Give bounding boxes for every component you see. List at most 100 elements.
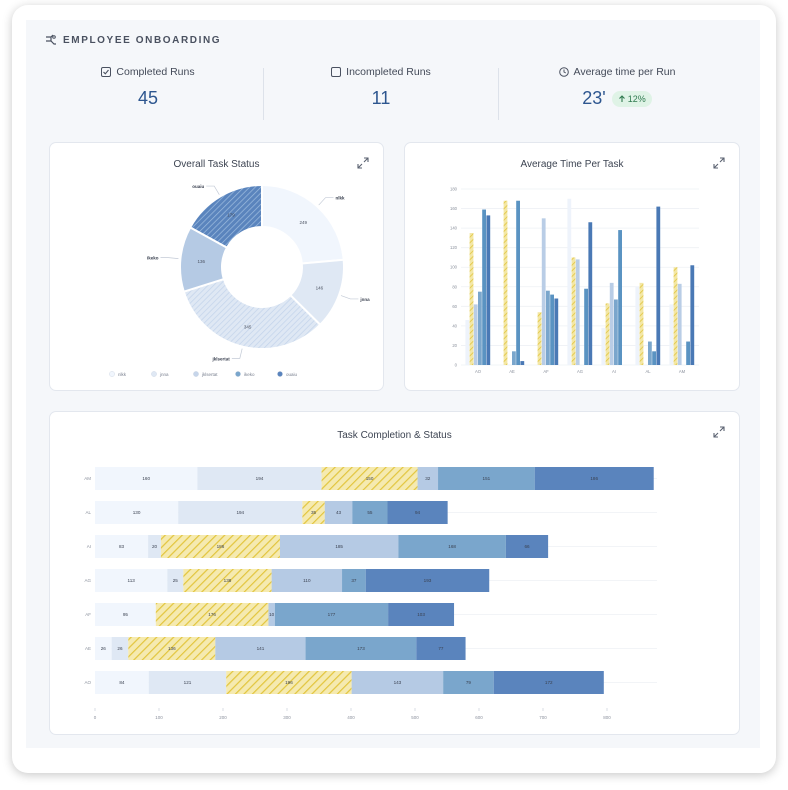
bar-AO-s1[interactable] bbox=[469, 233, 474, 365]
bar-AE-s0[interactable] bbox=[95, 637, 112, 660]
bar-AG-s2[interactable] bbox=[575, 259, 580, 365]
bar-AL-s0[interactable] bbox=[95, 501, 179, 524]
bar-AE-s4[interactable] bbox=[516, 200, 520, 365]
bar-value-label: 95 bbox=[123, 612, 129, 617]
bar-AM-s5[interactable] bbox=[534, 467, 654, 490]
bar-AM-s0[interactable] bbox=[669, 304, 674, 365]
bar-AM-s1[interactable] bbox=[197, 467, 322, 490]
donut-slice-ouaiu[interactable] bbox=[188, 183, 263, 250]
bar-AM-s4[interactable] bbox=[438, 467, 535, 490]
bar-AF-s5[interactable] bbox=[554, 298, 559, 365]
bar-AL-s4[interactable] bbox=[352, 501, 388, 524]
bar-AL-s5[interactable] bbox=[387, 501, 448, 524]
bar-AO-s2[interactable] bbox=[226, 671, 352, 694]
bar-value-label: 94 bbox=[415, 510, 421, 515]
bar-AG-s3[interactable] bbox=[271, 569, 343, 592]
bar-AO-s5[interactable] bbox=[486, 215, 491, 365]
bar-value-label: 26 bbox=[117, 646, 123, 651]
bar-AM-s3[interactable] bbox=[417, 467, 439, 490]
bar-AF-s2[interactable] bbox=[155, 603, 269, 626]
bar-AI-s5[interactable] bbox=[505, 535, 549, 558]
bar-AE-s3[interactable] bbox=[512, 351, 516, 365]
donut-slice-nlkk[interactable] bbox=[261, 183, 345, 265]
bar-AG-s1[interactable] bbox=[571, 257, 576, 365]
bar-AI-s3[interactable] bbox=[614, 299, 618, 365]
bar-AG-s0[interactable] bbox=[95, 569, 168, 592]
bar-AL-s4[interactable] bbox=[652, 351, 656, 365]
bar-AE-s1[interactable] bbox=[111, 637, 129, 660]
bar-AF-s1[interactable] bbox=[537, 312, 542, 365]
bar-AI-s1[interactable] bbox=[148, 535, 161, 558]
bar-AE-s4[interactable] bbox=[305, 637, 417, 660]
bar-AF-s4[interactable] bbox=[274, 603, 389, 626]
stat-label: Incompleted Runs bbox=[346, 66, 431, 78]
bar-AE-s2[interactable] bbox=[128, 637, 216, 660]
bar-AF-s5[interactable] bbox=[388, 603, 455, 626]
bar-AL-s1[interactable] bbox=[639, 282, 644, 365]
bar-value-label: 168 bbox=[448, 544, 456, 549]
expand-icon[interactable] bbox=[357, 157, 369, 169]
bar-value-label: 160 bbox=[142, 476, 150, 481]
bar-AO-s2[interactable] bbox=[473, 304, 478, 365]
bar-AM-s2[interactable] bbox=[677, 283, 682, 365]
stat-value: 11 bbox=[371, 88, 391, 108]
bar-AO-s0[interactable] bbox=[465, 320, 470, 365]
bar-AF-s0[interactable] bbox=[95, 603, 156, 626]
bar-AF-s3[interactable] bbox=[546, 290, 550, 365]
bar-AL-s1[interactable] bbox=[178, 501, 303, 524]
bar-AI-s0[interactable] bbox=[601, 327, 606, 365]
x-tick-label: 100 bbox=[155, 715, 163, 720]
bar-AG-s4[interactable] bbox=[584, 288, 588, 365]
bar-AI-s3[interactable] bbox=[279, 535, 399, 558]
expand-icon[interactable] bbox=[713, 426, 725, 438]
bar-AG-s4[interactable] bbox=[342, 569, 366, 592]
bar-AG-s5[interactable] bbox=[588, 222, 593, 365]
bar-AO-s3[interactable] bbox=[351, 671, 444, 694]
bar-AM-s2[interactable] bbox=[321, 467, 418, 490]
legend-swatch bbox=[277, 371, 283, 377]
bar-AI-s2[interactable] bbox=[160, 535, 280, 558]
bar-AE-s3[interactable] bbox=[215, 637, 306, 660]
bar-AO-s4[interactable] bbox=[482, 209, 486, 365]
bar-AI-s2[interactable] bbox=[609, 282, 614, 365]
bar-value-label: 143 bbox=[394, 680, 402, 685]
bar-AO-s3[interactable] bbox=[478, 291, 482, 365]
bar-AF-s3[interactable] bbox=[268, 603, 275, 626]
donut-slice-jklsertat[interactable] bbox=[182, 277, 322, 350]
y-tick-label: 60 bbox=[452, 304, 457, 309]
bar-AO-s1[interactable] bbox=[148, 671, 227, 694]
expand-icon[interactable] bbox=[713, 157, 725, 169]
card-title: Task Completion & Status bbox=[337, 430, 452, 441]
bar-AE-s1[interactable] bbox=[503, 200, 508, 365]
bar-AO-s5[interactable] bbox=[493, 671, 604, 694]
bar-AG-s0[interactable] bbox=[567, 198, 572, 365]
bar-AM-s4[interactable] bbox=[686, 341, 690, 365]
bar-value-label: 173 bbox=[357, 646, 365, 651]
bar-AI-s4[interactable] bbox=[398, 535, 506, 558]
vertical-bar-chart: 0 20 40 60 80 100 120 140 160 180 AO AE AF AG AI AL AM bbox=[450, 187, 699, 374]
bar-AI-s1[interactable] bbox=[605, 303, 610, 365]
bar-value-label: 32 bbox=[425, 476, 431, 481]
bar-AL-s2[interactable] bbox=[302, 501, 325, 524]
bar-AE-s5[interactable] bbox=[416, 637, 466, 660]
overall-task-status-card: Overall Task Status 249 nlkk 146 jnna 345 jkl… bbox=[49, 142, 384, 391]
bar-AO-s0[interactable] bbox=[95, 671, 149, 694]
bar-AM-s0[interactable] bbox=[95, 467, 198, 490]
bar-AL-s3[interactable] bbox=[324, 501, 353, 524]
bar-AL-s5[interactable] bbox=[656, 206, 661, 365]
bar-AF-s4[interactable] bbox=[550, 294, 554, 365]
bar-AL-s0[interactable] bbox=[635, 286, 640, 365]
bar-AF-s2[interactable] bbox=[541, 218, 546, 365]
workflow-icon bbox=[46, 34, 56, 45]
bar-AG-s5[interactable] bbox=[365, 569, 490, 592]
bar-AL-s3[interactable] bbox=[648, 341, 652, 365]
bar-AG-s1[interactable] bbox=[167, 569, 184, 592]
bar-AI-s4[interactable] bbox=[618, 230, 622, 365]
bar-AG-s2[interactable] bbox=[183, 569, 272, 592]
bar-AI-s0[interactable] bbox=[95, 535, 149, 558]
bar-AE-s5[interactable] bbox=[520, 361, 525, 365]
bar-AM-s1[interactable] bbox=[673, 267, 678, 365]
bar-AO-s4[interactable] bbox=[443, 671, 494, 694]
bar-AM-s5[interactable] bbox=[690, 265, 695, 365]
x-tick-label: 200 bbox=[219, 715, 227, 720]
